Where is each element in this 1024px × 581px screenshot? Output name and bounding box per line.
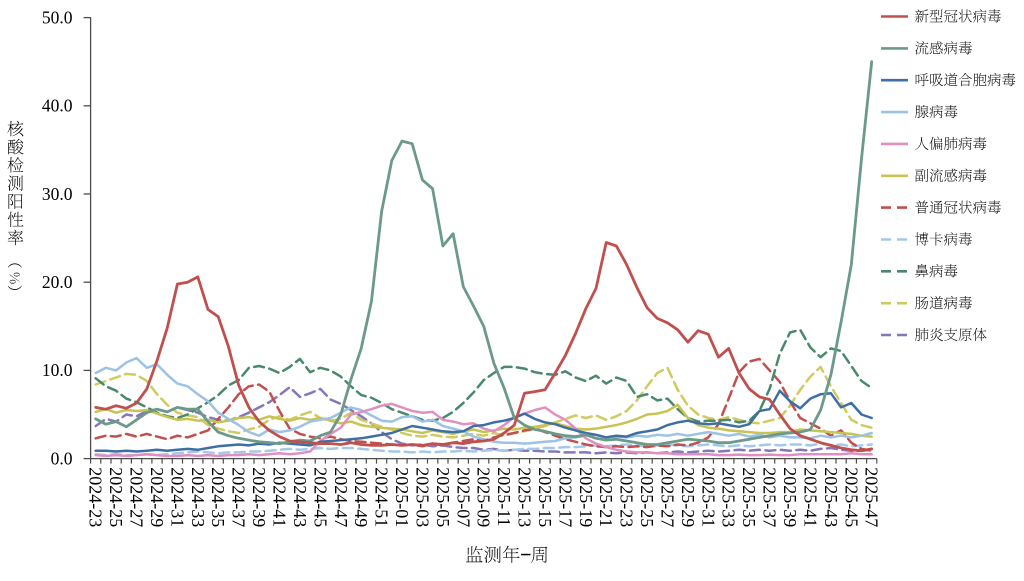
svg-text:2025-01: 2025-01: [392, 467, 412, 527]
svg-text:2024-23: 2024-23: [86, 467, 106, 527]
svg-text:40.0: 40.0: [42, 96, 73, 116]
svg-text:2024-41: 2024-41: [270, 467, 290, 527]
svg-text:2024-33: 2024-33: [188, 467, 208, 527]
svg-text:2024-31: 2024-31: [167, 467, 187, 527]
svg-text:0.0: 0.0: [51, 448, 73, 468]
svg-text:2025-47: 2025-47: [862, 467, 882, 527]
svg-text:2025-25: 2025-25: [637, 467, 657, 527]
svg-text:20.0: 20.0: [42, 272, 73, 292]
svg-text:2024-49: 2024-49: [351, 467, 371, 527]
svg-text:2024-47: 2024-47: [331, 467, 351, 527]
svg-text:2025-03: 2025-03: [412, 467, 432, 527]
svg-text:2025-23: 2025-23: [617, 467, 637, 527]
svg-text:10.0: 10.0: [42, 360, 73, 380]
svg-text:2025-45: 2025-45: [841, 467, 861, 527]
svg-text:2025-33: 2025-33: [719, 467, 739, 527]
svg-text:2025-11: 2025-11: [494, 467, 514, 526]
svg-text:2025-27: 2025-27: [658, 467, 678, 527]
svg-text:2025-39: 2025-39: [780, 467, 800, 527]
svg-text:2025-31: 2025-31: [698, 467, 718, 527]
svg-text:2025-15: 2025-15: [535, 467, 555, 527]
svg-text:2025-13: 2025-13: [515, 467, 535, 527]
svg-text:2024-45: 2024-45: [310, 467, 330, 527]
svg-text:2025-07: 2025-07: [453, 467, 473, 527]
svg-text:2024-51: 2024-51: [372, 467, 392, 527]
svg-text:2024-39: 2024-39: [249, 467, 269, 527]
svg-text:2024-27: 2024-27: [127, 467, 147, 527]
svg-text:2024-35: 2024-35: [208, 467, 228, 527]
svg-text:50.0: 50.0: [42, 7, 73, 27]
svg-text:2025-29: 2025-29: [678, 467, 698, 527]
svg-text:2024-29: 2024-29: [147, 467, 167, 527]
svg-text:2025-41: 2025-41: [800, 467, 820, 527]
svg-text:2024-43: 2024-43: [290, 467, 310, 527]
svg-text:2024-25: 2024-25: [106, 467, 126, 527]
svg-text:2025-09: 2025-09: [474, 467, 494, 527]
svg-text:2025-19: 2025-19: [576, 467, 596, 527]
svg-text:30.0: 30.0: [42, 184, 73, 204]
svg-text:2025-35: 2025-35: [739, 467, 759, 527]
svg-text:2025-17: 2025-17: [555, 467, 575, 527]
svg-text:2025-37: 2025-37: [760, 467, 780, 527]
svg-text:2025-05: 2025-05: [433, 467, 453, 527]
svg-text:2024-37: 2024-37: [229, 467, 249, 527]
svg-text:2025-43: 2025-43: [821, 467, 841, 527]
svg-text:2025-21: 2025-21: [596, 467, 616, 527]
